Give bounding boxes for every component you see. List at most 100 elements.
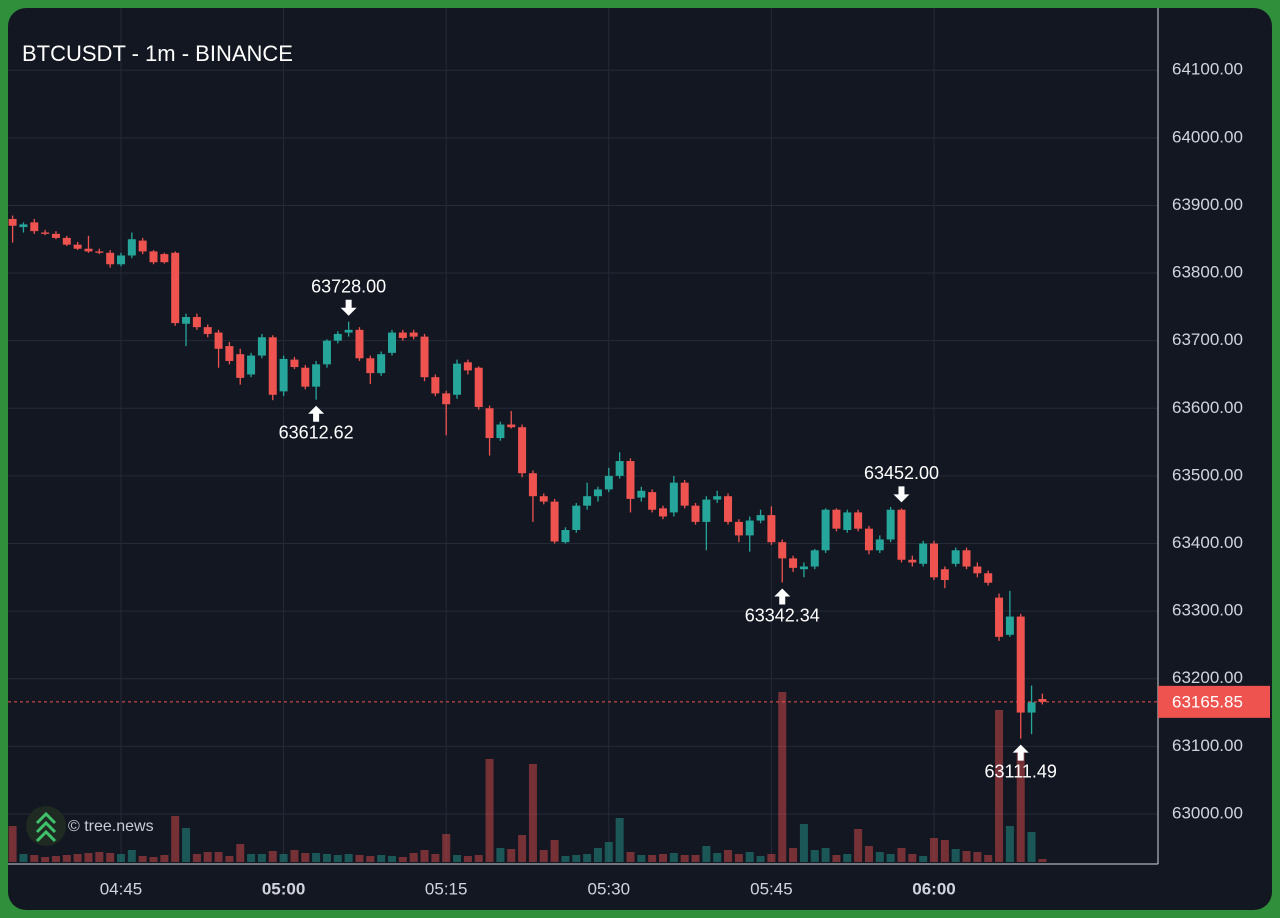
candle-body xyxy=(127,239,136,256)
candle-body xyxy=(691,505,700,522)
volume-bar xyxy=(821,848,830,862)
y-tick-label: 63400.00 xyxy=(1172,533,1243,552)
volume-bar xyxy=(854,829,863,862)
candle-body xyxy=(756,515,765,521)
volume-bar xyxy=(680,855,689,862)
volume-bar xyxy=(875,852,884,862)
candle-body xyxy=(507,424,516,428)
volume-bar xyxy=(843,854,852,862)
volume-bar xyxy=(344,854,353,862)
volume-bar xyxy=(138,856,147,862)
candle-body xyxy=(528,473,537,497)
candle-body xyxy=(171,252,180,324)
volume-bar xyxy=(897,848,906,862)
candle-body xyxy=(518,427,527,474)
candle-body xyxy=(799,566,808,570)
volume-bar xyxy=(984,855,993,862)
volume-bar xyxy=(117,854,125,862)
volume-bar xyxy=(745,852,754,862)
volume-bar xyxy=(724,850,733,862)
volume-bar xyxy=(366,856,375,862)
candle-body xyxy=(940,569,949,581)
candle-body xyxy=(669,482,678,513)
annotation-arrow xyxy=(1012,744,1029,761)
volume-bar xyxy=(550,840,559,862)
candle-body xyxy=(637,490,646,498)
watermark-logo xyxy=(26,806,66,846)
volume-bar xyxy=(951,849,960,862)
candle-body xyxy=(138,240,147,252)
volume-bar xyxy=(19,854,28,862)
volume-bar xyxy=(442,834,451,862)
volume-bar xyxy=(290,850,299,862)
candle-body xyxy=(713,496,722,500)
candle-body xyxy=(268,337,277,395)
candle-body xyxy=(745,520,754,536)
volume-bar xyxy=(225,856,234,862)
volume-bar xyxy=(106,853,115,862)
volume-bar xyxy=(30,855,39,862)
candle-body xyxy=(767,515,776,543)
candle-body xyxy=(897,509,906,560)
candle-body xyxy=(615,461,624,476)
candle-body xyxy=(854,512,863,529)
volume-bar xyxy=(127,850,136,862)
volume-bar xyxy=(41,857,50,862)
candle-body xyxy=(561,530,570,543)
candle-body xyxy=(539,496,548,502)
candle-body xyxy=(355,329,364,359)
volume-bar xyxy=(388,856,396,862)
volume-bar xyxy=(713,853,722,862)
volume-bar xyxy=(930,838,938,862)
volume-bar xyxy=(756,856,765,862)
candle-body xyxy=(962,550,971,567)
volume-bar xyxy=(409,853,418,862)
candle-body xyxy=(160,254,169,263)
volume-bar xyxy=(995,710,1004,862)
annotation-arrow xyxy=(774,588,791,605)
volume-bar xyxy=(593,848,602,862)
candle-body xyxy=(8,218,17,226)
volume-bar xyxy=(171,816,180,862)
volume-bar xyxy=(1016,752,1025,862)
candle-body xyxy=(214,332,223,349)
volume-bar xyxy=(496,848,505,862)
candle-body xyxy=(951,550,960,564)
candle-body xyxy=(1005,616,1014,635)
candle-body xyxy=(821,509,830,551)
x-tick-label: 05:15 xyxy=(425,879,468,898)
volume-bar xyxy=(203,852,212,862)
volume-bar xyxy=(485,759,494,862)
volume-bar xyxy=(312,853,321,862)
panel xyxy=(8,8,1272,910)
candle-body xyxy=(192,317,201,328)
candle-body xyxy=(1027,702,1036,713)
annotation-label: 63452.00 xyxy=(864,463,939,483)
candle-body xyxy=(95,251,104,253)
volume-bar xyxy=(247,854,256,862)
candle-body xyxy=(73,244,82,249)
last-price-label: 63165.85 xyxy=(1172,692,1243,711)
x-tick-label: 05:30 xyxy=(588,879,631,898)
volume-bar xyxy=(572,855,581,862)
volume-bar xyxy=(192,854,201,862)
annotation-label: 63728.00 xyxy=(311,276,386,296)
volume-bar xyxy=(973,852,982,862)
volume-bar xyxy=(528,764,537,862)
candle-body xyxy=(659,508,667,517)
candle-body xyxy=(420,336,429,378)
volume-bar xyxy=(182,828,191,862)
y-tick-label: 63200.00 xyxy=(1172,668,1243,687)
volume-bar xyxy=(919,856,928,862)
x-tick-label: 05:45 xyxy=(750,879,793,898)
candle-body xyxy=(398,332,407,338)
grid xyxy=(8,8,1158,862)
volume-bar xyxy=(236,844,245,862)
x-tick-label: 06:00 xyxy=(912,879,955,898)
y-tick-label: 63100.00 xyxy=(1172,736,1243,755)
candle-body xyxy=(388,332,396,353)
y-tick-label: 63900.00 xyxy=(1172,195,1243,214)
volume-bar xyxy=(518,835,527,862)
candle-body xyxy=(301,367,310,387)
